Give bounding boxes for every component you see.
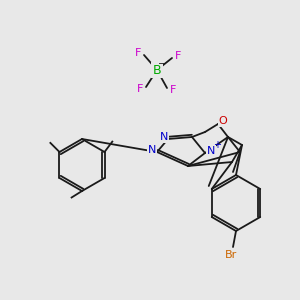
Text: N: N xyxy=(207,146,215,156)
Text: B: B xyxy=(153,64,161,76)
Text: N: N xyxy=(160,132,168,142)
Text: Br: Br xyxy=(225,250,237,260)
Text: F: F xyxy=(135,48,141,58)
Text: F: F xyxy=(137,84,143,94)
Text: O: O xyxy=(219,116,227,126)
Text: F: F xyxy=(175,51,181,61)
Text: N: N xyxy=(148,145,156,155)
Text: F: F xyxy=(170,85,176,95)
Text: −: − xyxy=(158,59,166,69)
Text: +: + xyxy=(213,140,221,150)
